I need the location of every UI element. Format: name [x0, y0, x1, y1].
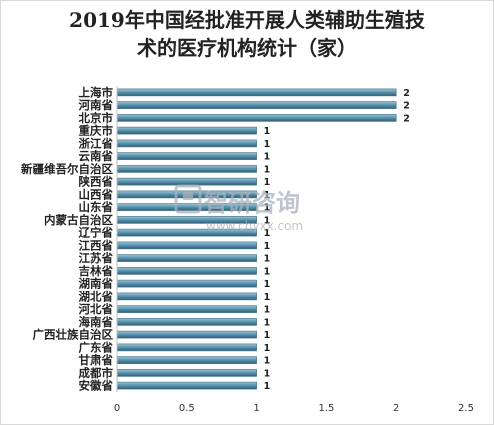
bar-3 — [116, 114, 397, 122]
bar-7 — [116, 165, 257, 173]
bar-19 — [116, 318, 257, 326]
data-label-15: 1 — [264, 266, 271, 277]
bar-20 — [116, 330, 257, 339]
category-label-21: 广东省 — [79, 340, 114, 354]
category-label-11: 内蒙古自治区 — [44, 213, 113, 227]
category-label-17: 湖北省 — [79, 289, 114, 303]
x-tick-label-3: 1 — [253, 403, 259, 414]
category-label-7: 新疆维吾尔自治区 — [21, 162, 113, 176]
category-label-22: 甘肃省 — [79, 353, 114, 367]
category-label-23: 成都市 — [79, 366, 114, 380]
data-label-17: 1 — [264, 292, 271, 303]
category-label-13: 江西省 — [79, 238, 114, 252]
x-tick-label-2: 0.5 — [179, 403, 195, 414]
category-label-5: 浙江省 — [79, 136, 114, 150]
data-label-11: 1 — [264, 215, 271, 226]
bar-22 — [116, 356, 257, 364]
x-tick-label-1: 0 — [114, 403, 120, 414]
x-tick-label-5: 2 — [393, 403, 399, 414]
data-label-9: 1 — [264, 190, 271, 201]
category-label-1: 上海市 — [79, 85, 114, 99]
bar-14 — [116, 254, 257, 262]
data-label-3: 2 — [403, 113, 410, 124]
data-label-14: 1 — [264, 254, 271, 265]
x-tick-label-4: 1.5 — [318, 403, 334, 414]
category-label-6: 云南省 — [79, 149, 114, 163]
data-label-6: 1 — [264, 152, 271, 163]
category-label-16: 湖南省 — [79, 277, 114, 291]
data-label-2: 2 — [403, 101, 410, 112]
bar-15 — [116, 267, 257, 275]
bars-layer — [116, 88, 397, 390]
chart-title: 2019年中国经批准开展人类辅助生殖技 术的医疗机构统计（家） — [0, 6, 494, 62]
chart-title-line-2: 术的医疗机构统计（家） — [137, 36, 357, 60]
bar-8 — [116, 177, 257, 186]
category-label-18: 河北省 — [79, 302, 114, 316]
bar-18 — [116, 305, 257, 313]
bar-4 — [116, 126, 257, 135]
bar-21 — [116, 343, 257, 352]
category-label-4: 重庆市 — [79, 124, 114, 138]
data-label-16: 1 — [264, 279, 271, 290]
category-labels: 上海市河南省北京市重庆市浙江省云南省新疆维吾尔自治区陕西省山西省山东省内蒙古自治… — [21, 85, 113, 392]
data-label-10: 1 — [264, 203, 271, 214]
category-label-20: 广西壮族自治区 — [33, 328, 114, 342]
data-label-1: 2 — [403, 88, 410, 99]
bar-5 — [116, 139, 257, 148]
bar-6 — [116, 152, 257, 160]
category-label-2: 河南省 — [79, 98, 114, 112]
data-label-18: 1 — [264, 305, 271, 316]
data-label-5: 1 — [264, 139, 271, 150]
data-label-13: 1 — [264, 241, 271, 252]
watermark-url: www.chyxx.com — [206, 219, 303, 233]
bar-1 — [116, 88, 397, 97]
watermark-logo-icon — [174, 184, 202, 214]
category-label-10: 山东省 — [79, 200, 114, 214]
axis-layer: 0 0.5 1 1.5 2 2.5 — [114, 86, 474, 414]
bar-23 — [116, 369, 257, 377]
bar-13 — [116, 241, 257, 250]
category-label-3: 北京市 — [79, 111, 114, 125]
category-label-12: 辽宁省 — [79, 226, 114, 240]
watermark-brand: 智研咨询 — [204, 189, 300, 217]
bar-16 — [116, 279, 257, 288]
data-label-24: 1 — [264, 381, 271, 392]
category-label-15: 吉林省 — [79, 264, 114, 278]
data-label-4: 1 — [264, 126, 271, 137]
bar-24 — [116, 381, 257, 390]
chart-title-line-1: 2019年中国经批准开展人类辅助生殖技 — [69, 8, 425, 32]
data-label-22: 1 — [264, 356, 271, 367]
category-label-24: 安徽省 — [79, 379, 114, 393]
category-label-9: 山西省 — [79, 187, 114, 201]
data-label-20: 1 — [264, 330, 271, 341]
bar-2 — [116, 101, 397, 109]
data-label-12: 1 — [264, 228, 271, 239]
watermark: 智研咨询 www.chyxx.com — [174, 184, 303, 233]
data-label-21: 1 — [264, 343, 271, 354]
data-label-7: 1 — [264, 164, 271, 175]
data-label-8: 1 — [264, 177, 271, 188]
data-label-23: 1 — [264, 368, 271, 379]
x-tick-label-6: 2.5 — [458, 403, 474, 414]
category-label-8: 陕西省 — [79, 175, 114, 189]
data-label-19: 1 — [264, 317, 271, 328]
bar-17 — [116, 292, 257, 301]
category-label-19: 海南省 — [79, 315, 114, 329]
category-label-14: 江苏省 — [79, 251, 114, 265]
